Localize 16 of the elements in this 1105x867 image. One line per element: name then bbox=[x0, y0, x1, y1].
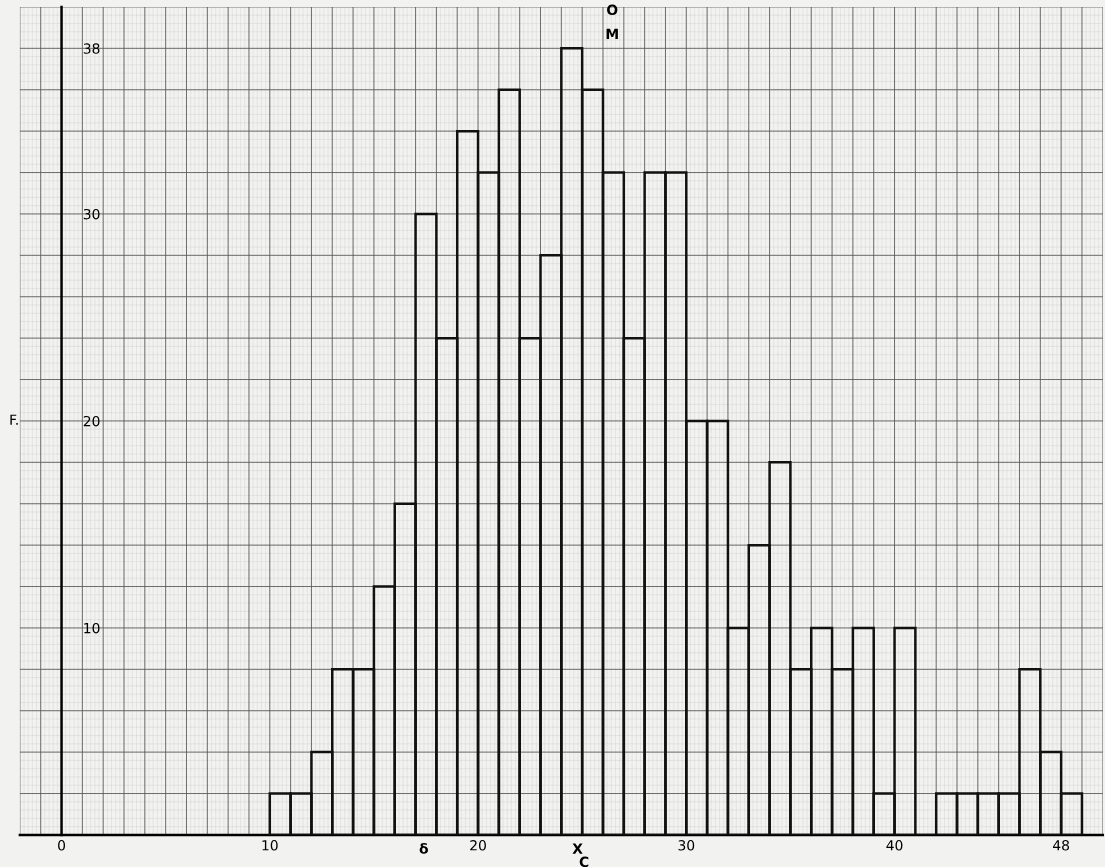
x-tick-label: 0 bbox=[58, 840, 66, 851]
x-tick-label: 30 bbox=[678, 840, 695, 851]
annotation: O bbox=[607, 4, 618, 16]
y-tick-label: 30 bbox=[83, 208, 100, 220]
y-axis-title: F. bbox=[10, 414, 18, 425]
y-tick-label: 20 bbox=[83, 415, 100, 427]
x-tick-label: 48 bbox=[1052, 840, 1070, 851]
text: δ bbox=[419, 843, 428, 854]
text: C bbox=[579, 856, 589, 867]
y-tick-label: 10 bbox=[84, 622, 100, 634]
x-tick-label: 20 bbox=[470, 840, 486, 851]
text: X bbox=[572, 843, 583, 854]
y-tick-label: 38 bbox=[83, 43, 100, 54]
x-tick-label: 10 bbox=[262, 840, 278, 851]
x-tick-label: 40 bbox=[886, 840, 903, 851]
annotation: M bbox=[606, 28, 618, 39]
